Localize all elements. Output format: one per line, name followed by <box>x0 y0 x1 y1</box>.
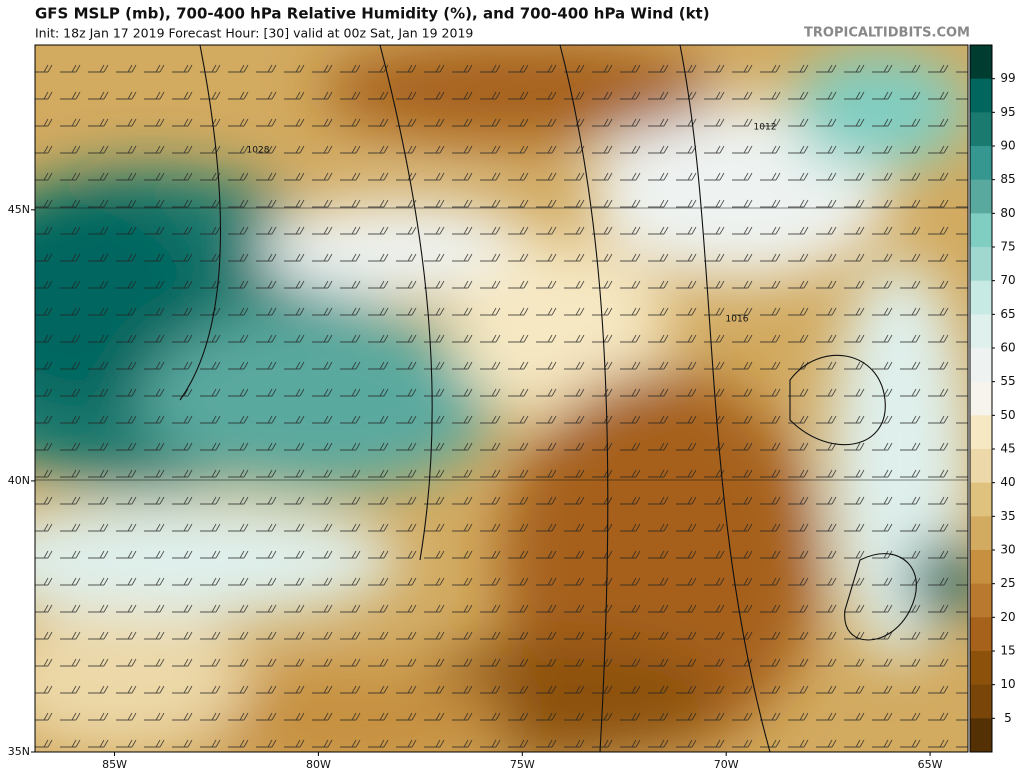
colorbar-band <box>970 449 992 484</box>
colorbar-label: 45 <box>1000 442 1015 456</box>
colorbar-label: 70 <box>1000 273 1015 287</box>
colorbar-label: 55 <box>1000 374 1015 388</box>
colorbar-band <box>970 112 992 147</box>
x-tick-label: 65W <box>918 758 943 771</box>
colorbar-frame <box>969 44 993 753</box>
y-tick-label: 35N <box>8 745 30 758</box>
y-tick-label: 40N <box>8 474 30 487</box>
map-frame <box>34 44 969 753</box>
colorbar-band <box>970 146 992 181</box>
colorbar-band <box>970 651 992 686</box>
isobars <box>35 45 968 752</box>
colorbar-label: 95 <box>1000 105 1015 119</box>
map-title: GFS MSLP (mb), 700-400 hPa Relative Humi… <box>35 5 710 23</box>
colorbar-label: 80 <box>1000 206 1015 220</box>
colorbar-label: 40 <box>1000 475 1015 489</box>
colorbar-label: 5 <box>1004 711 1012 725</box>
colorbar-band <box>970 415 992 450</box>
colorbar-band <box>970 381 992 416</box>
colorbar-label: 15 <box>1000 644 1015 658</box>
colorbar-band <box>970 516 992 551</box>
colorbar-band <box>970 482 992 517</box>
colorbar-band <box>970 179 992 214</box>
colorbar-band <box>970 314 992 349</box>
humidity-field <box>35 45 968 752</box>
colorbar-label: 30 <box>1000 543 1015 557</box>
isobar-label: 1012 <box>754 123 777 133</box>
colorbar-band <box>970 45 992 80</box>
map-subtitle: Init: 18z Jan 17 2019 Forecast Hour: [30… <box>35 26 473 41</box>
colorbar-label: 10 <box>1000 677 1015 691</box>
colorbar-label: 25 <box>1000 576 1015 590</box>
colorbar-band <box>970 247 992 282</box>
colorbar-band <box>970 280 992 315</box>
colorbar-band <box>970 348 992 383</box>
x-tick-label: 85W <box>102 758 127 771</box>
credit: TROPICALTIDBITS.COM <box>804 26 970 41</box>
colorbar-band <box>970 718 992 753</box>
colorbar-label: 75 <box>1000 240 1015 254</box>
x-tick-label: 80W <box>306 758 331 771</box>
colorbar-band <box>970 617 992 652</box>
colorbar-label: 20 <box>1000 610 1015 624</box>
colorbar-band <box>970 684 992 719</box>
colorbar-label: 99 <box>1000 71 1015 85</box>
x-tick-label: 70W <box>714 758 739 771</box>
colorbar-band <box>970 213 992 248</box>
colorbar-label: 35 <box>1000 509 1015 523</box>
colorbar-band <box>970 550 992 585</box>
y-tick-label: 45N <box>8 203 30 216</box>
colorbar-label: 50 <box>1000 408 1015 422</box>
colorbar-label: 65 <box>1000 307 1015 321</box>
isobar-label: 1016 <box>726 315 749 325</box>
colorbar-label: 85 <box>1000 172 1015 186</box>
colorbar-label: 60 <box>1000 341 1015 355</box>
x-tick-label: 75W <box>510 758 535 771</box>
colorbar-label: 90 <box>1000 139 1015 153</box>
colorbar-band <box>970 78 992 113</box>
isobar-label: 1028 <box>247 146 270 156</box>
colorbar-band <box>970 583 992 618</box>
